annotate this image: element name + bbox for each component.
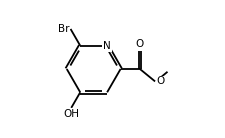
Text: Br: Br (58, 24, 70, 34)
Text: O: O (155, 76, 164, 86)
Text: N: N (103, 41, 110, 51)
Text: OH: OH (63, 109, 79, 119)
Text: O: O (135, 39, 143, 49)
